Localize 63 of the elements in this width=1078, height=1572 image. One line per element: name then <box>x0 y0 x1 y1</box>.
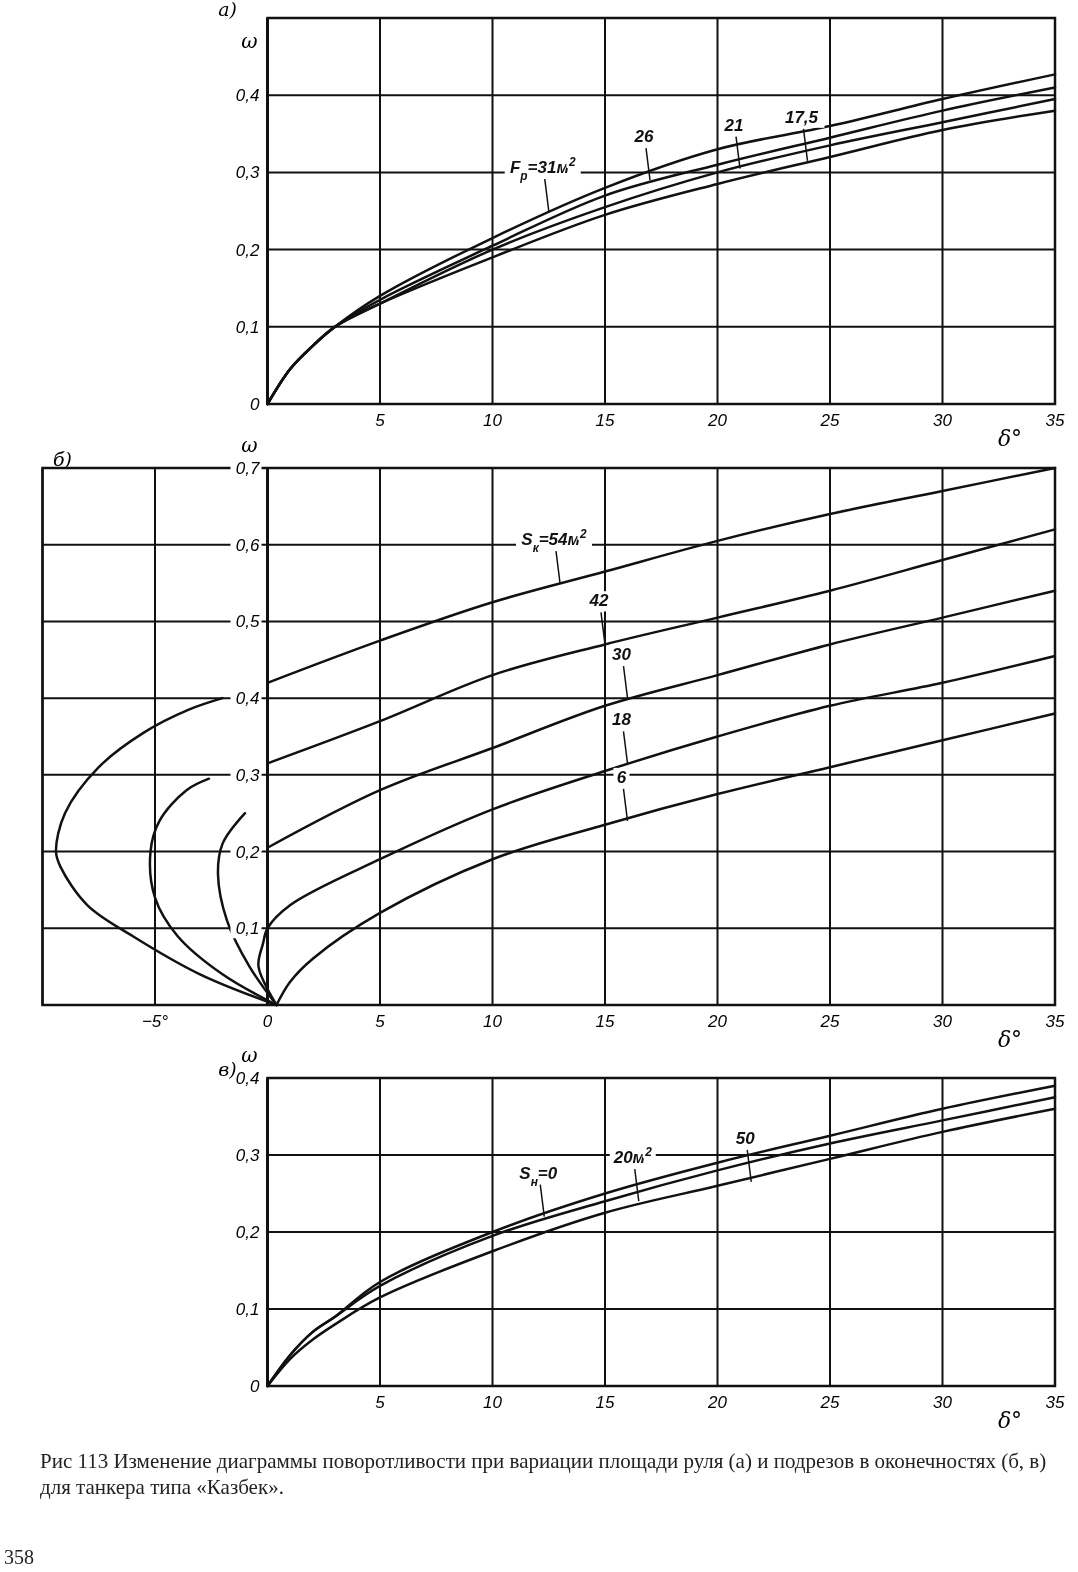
x-tick-label: 15 <box>595 411 615 430</box>
y-tick-label: 0,6 <box>235 535 261 555</box>
x-tick-label: 5 <box>375 1012 386 1031</box>
x-tick-label: 20 <box>707 1393 728 1412</box>
annotation: 18 <box>612 710 632 730</box>
x-tick-label: 25 <box>819 1012 840 1031</box>
y-tick-label: 0,4 <box>235 86 260 106</box>
x-tick-label: 0 <box>262 1012 273 1031</box>
y-tick-label: 0,3 <box>235 163 261 183</box>
y-tick-label: 0,1 <box>235 919 260 939</box>
x-tick-label: 35 <box>1045 1393 1065 1412</box>
x-tick-label: 5 <box>375 1393 386 1412</box>
x-tick-label: 10 <box>483 1393 503 1412</box>
text: Рис 113 Изменение диаграммы поворотливости при вариации площади руля (а) и подрезов в оконечностях (б, в) для танкера типа «Казбек». <box>40 1448 1048 1500</box>
annotation: 6 <box>616 767 627 787</box>
annotation: 21 <box>723 115 744 135</box>
x-tick-label: 15 <box>595 1012 615 1031</box>
annotation: 50 <box>735 1128 756 1148</box>
x-axis-title: δ° <box>997 426 1023 451</box>
x-tick-label: 35 <box>1045 411 1065 430</box>
x-tick-label: 10 <box>483 1012 503 1031</box>
y-tick-label: 0,4 <box>235 689 260 709</box>
y-tick-label: 0,4 <box>235 1068 260 1088</box>
y-axis-title: ω <box>241 1043 258 1067</box>
annotation: 17,5 <box>784 107 819 127</box>
annotation: F$_{р}$=31м$^{2}$ <box>509 155 576 183</box>
y-tick-label: 0 <box>250 394 261 414</box>
y-tick-label: 0,1 <box>235 317 260 337</box>
chart-title: б) <box>52 448 73 470</box>
x-tick-label: 20 <box>707 411 728 430</box>
y-tick-label: 0,2 <box>235 240 261 260</box>
x-tick-label: 30 <box>933 411 953 430</box>
x-tick-label: 35 <box>1045 1012 1065 1031</box>
y-tick-label: 0,3 <box>235 765 261 785</box>
annotation: S$_{к}$=54м$^{2}$ <box>521 527 588 556</box>
x-tick-label: 25 <box>819 1393 840 1412</box>
y-tick-label: 0,3 <box>235 1145 261 1165</box>
annotation: 30 <box>612 645 632 665</box>
y-tick-label: 0,2 <box>235 842 261 862</box>
y-axis-title: ω <box>241 29 258 53</box>
y-tick-label: 0,7 <box>235 458 261 478</box>
y-tick-label: 0,5 <box>235 612 261 632</box>
x-tick-label: −5° <box>141 1012 169 1031</box>
x-axis-title: δ° <box>997 1027 1023 1052</box>
x-axis-title: δ° <box>997 1408 1023 1433</box>
x-tick-label: 30 <box>933 1012 953 1031</box>
text: 358 <box>4 1546 34 1568</box>
annotation: 26 <box>633 127 654 147</box>
x-tick-label: 30 <box>933 1393 953 1412</box>
annotation: 20м$^{2}$ <box>612 1145 653 1168</box>
y-tick-label: 0,2 <box>235 1222 261 1242</box>
x-tick-label: 20 <box>707 1012 728 1031</box>
y-tick-label: 0,1 <box>235 1299 260 1319</box>
x-tick-label: 10 <box>483 411 503 430</box>
x-tick-label: 5 <box>375 411 386 430</box>
annotation: 42 <box>588 591 609 611</box>
x-tick-label: 25 <box>819 411 840 430</box>
chart-title: а) <box>218 0 237 20</box>
chart-title: в) <box>218 1058 237 1080</box>
annotation: S$_{н}$=0 <box>519 1163 558 1189</box>
x-tick-label: 15 <box>595 1393 615 1412</box>
y-tick-label: 0 <box>250 1376 261 1396</box>
y-axis-title: ω <box>241 433 258 457</box>
